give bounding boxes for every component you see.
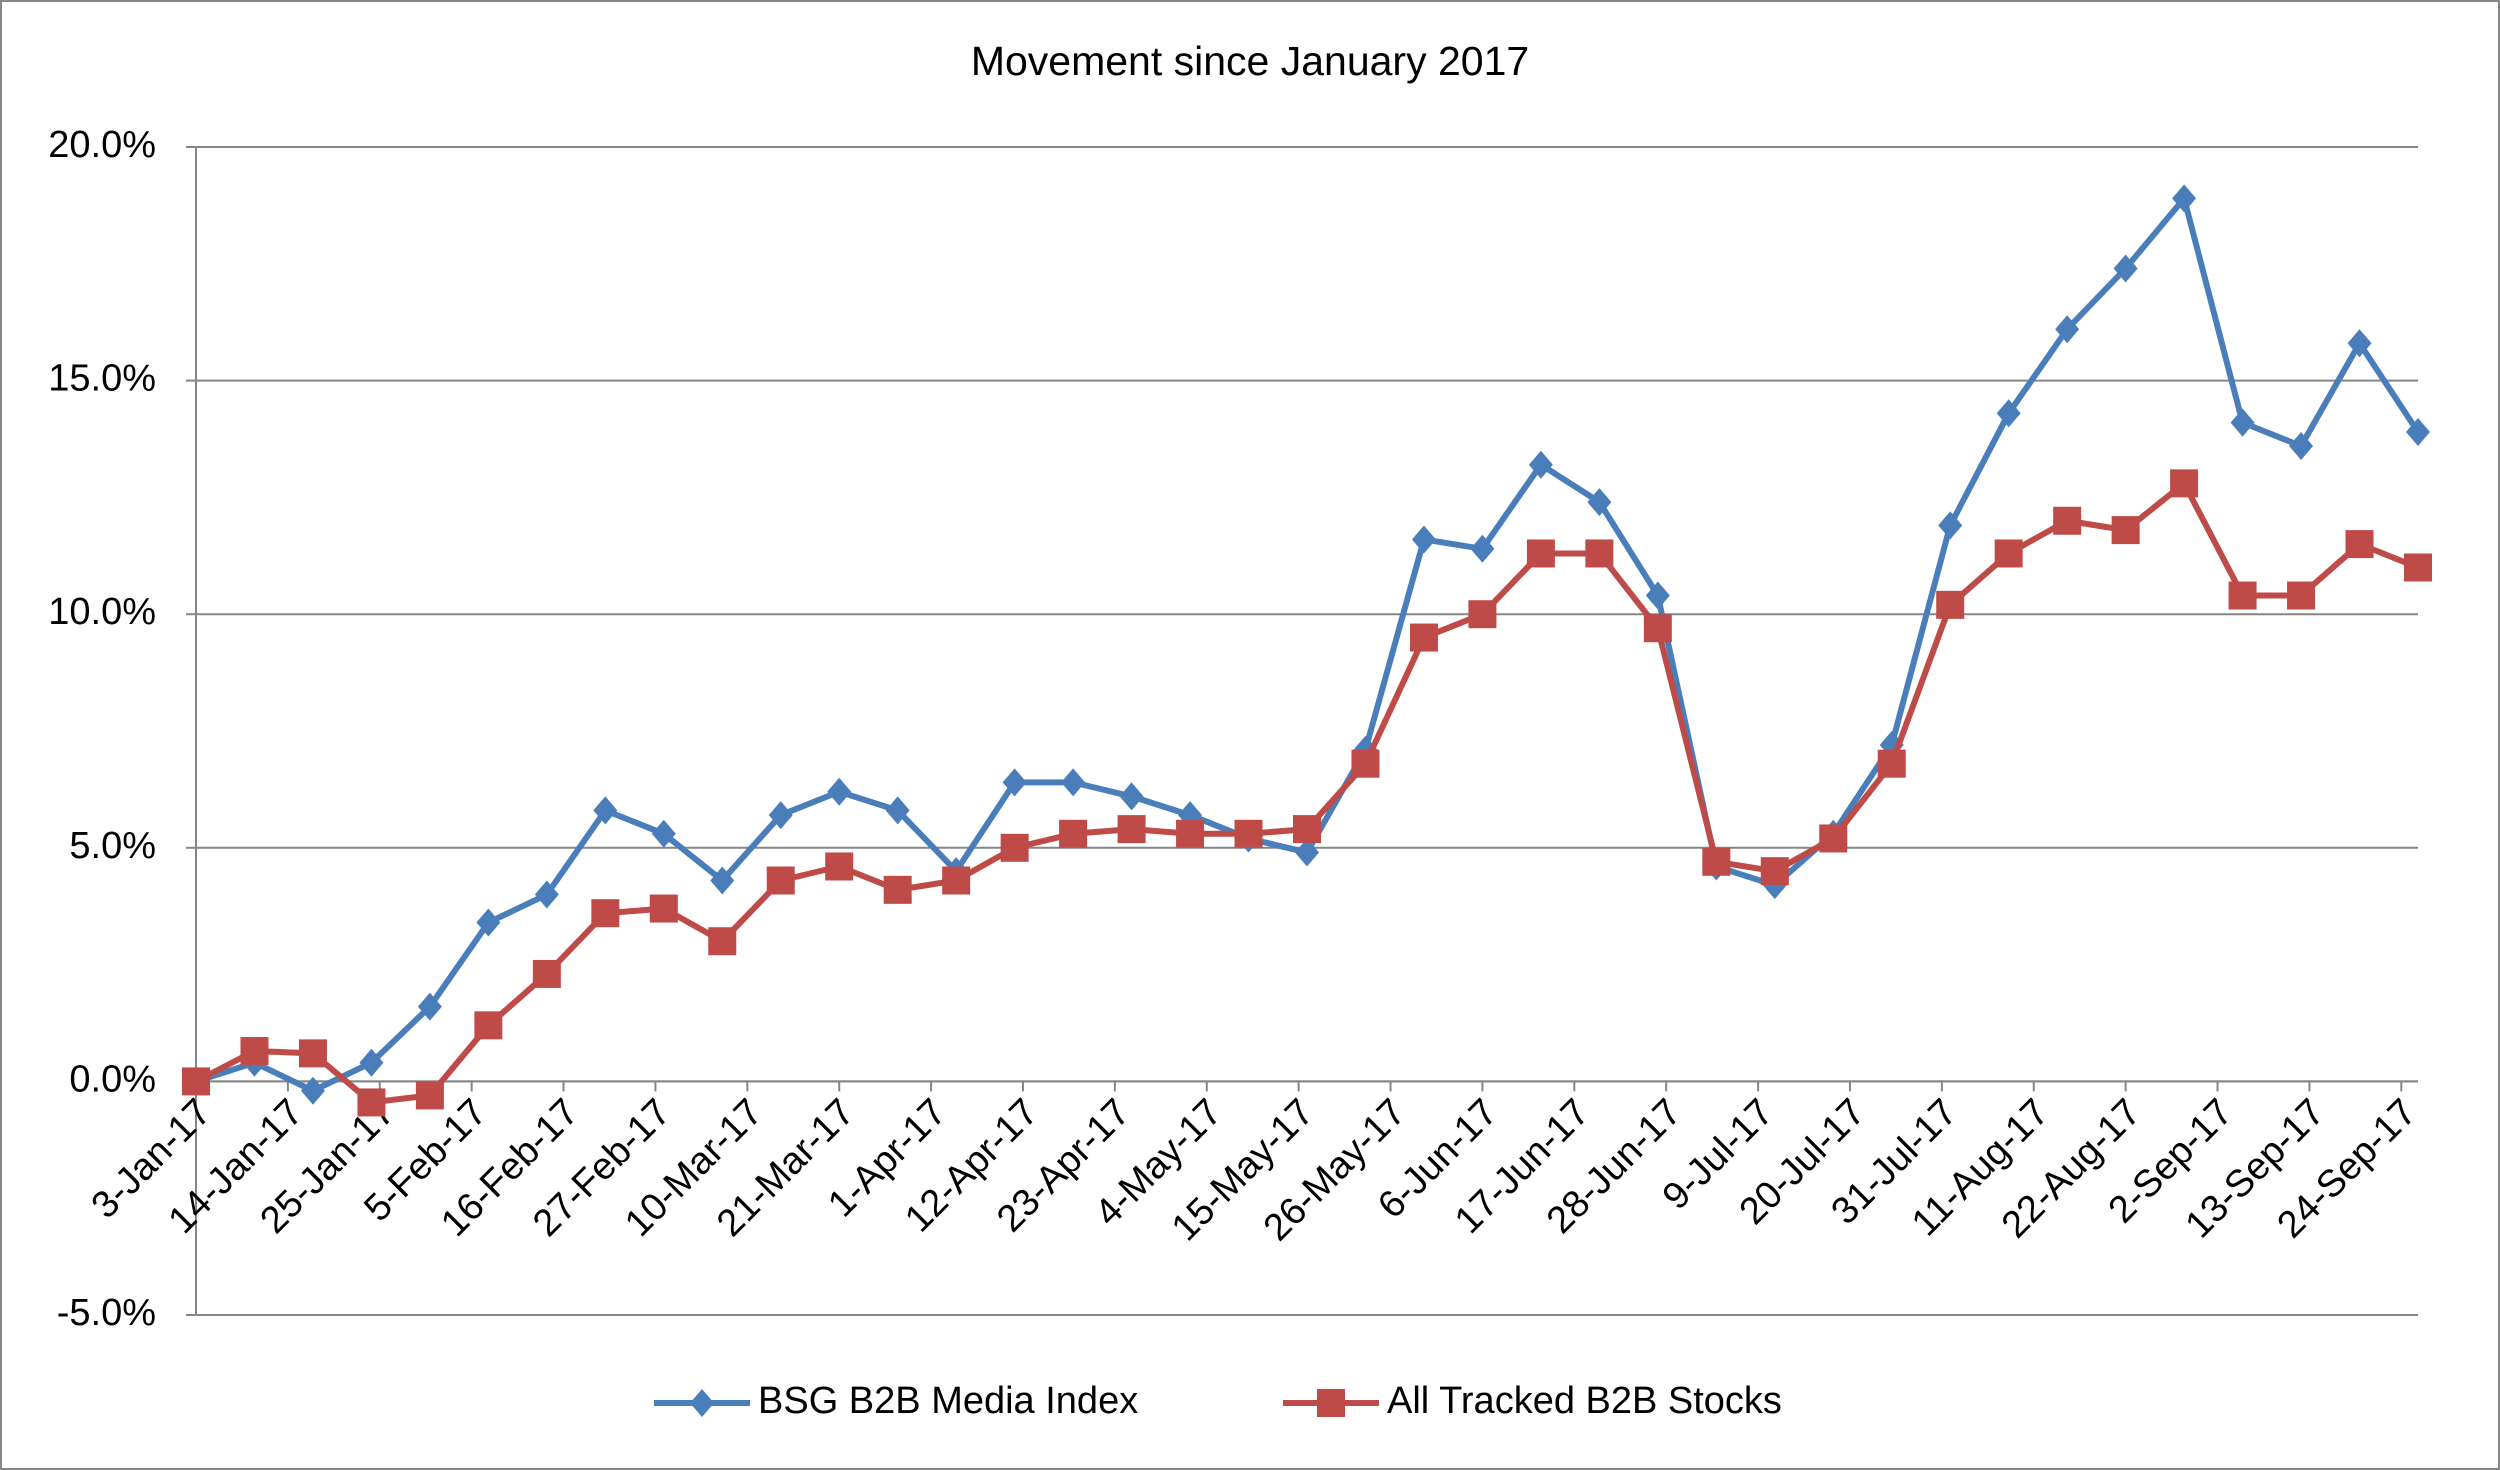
marker: [1528, 450, 1553, 479]
marker: [1295, 838, 1319, 867]
marker: [827, 777, 852, 806]
marker: [359, 1048, 384, 1077]
marker: [1002, 768, 1027, 797]
marker: [2170, 469, 2199, 498]
chart-title: Movement since January 2017: [971, 38, 1529, 84]
legend-label: All Tracked B2B Stocks: [1387, 1380, 1782, 1422]
marker: [1059, 819, 1088, 848]
marker: [2053, 506, 2082, 535]
marker: [768, 801, 793, 830]
marker: [1585, 539, 1614, 568]
marker: [2228, 581, 2257, 610]
marker: [1293, 815, 1321, 844]
y-tick-label: 0.0%: [69, 1058, 156, 1100]
marker: [534, 880, 559, 909]
y-tick-label: 20.0%: [48, 124, 156, 166]
marker: [1411, 525, 1436, 554]
marker: [690, 1389, 714, 1417]
marker: [1470, 534, 1495, 563]
marker: [417, 992, 442, 1021]
marker: [1526, 539, 1555, 568]
marker: [1587, 488, 1612, 517]
marker: [1351, 749, 1380, 778]
marker: [1317, 1389, 1345, 1417]
marker: [1994, 539, 2023, 568]
marker: [1645, 581, 1670, 610]
marker: [2113, 254, 2138, 283]
marker: [1119, 782, 1144, 811]
marker: [2055, 315, 2080, 344]
marker: [883, 875, 912, 904]
marker: [1819, 824, 1848, 853]
marker: [1468, 600, 1497, 629]
marker: [2345, 530, 2374, 559]
marker: [1702, 847, 1731, 876]
marker: [591, 899, 620, 928]
marker: [2172, 184, 2197, 213]
y-tick-label: 15.0%: [48, 358, 156, 400]
marker: [182, 1067, 210, 1096]
marker: [240, 1037, 269, 1066]
marker: [1760, 857, 1789, 886]
marker: [1000, 833, 1029, 862]
marker: [2111, 516, 2140, 545]
y-tick-label: 5.0%: [69, 825, 156, 867]
marker: [710, 866, 735, 895]
marker: [1234, 819, 1263, 848]
marker: [651, 819, 676, 848]
marker: [1061, 768, 1086, 797]
y-tick-label: -5.0%: [57, 1292, 156, 1334]
marker: [1643, 614, 1672, 643]
legend-label: BSG B2B Media Index: [758, 1380, 1138, 1422]
marker: [2404, 553, 2432, 582]
marker: [708, 927, 737, 956]
marker: [300, 1076, 325, 1105]
marker: [1176, 819, 1205, 848]
marker: [2289, 432, 2314, 461]
marker: [1877, 749, 1906, 778]
marker: [476, 908, 501, 937]
marker: [415, 1081, 444, 1110]
marker: [1996, 399, 2021, 428]
marker: [942, 866, 971, 895]
marker: [532, 959, 561, 988]
marker: [1938, 511, 1963, 540]
y-tick-label: 10.0%: [48, 591, 156, 633]
marker: [649, 894, 678, 923]
marker: [2406, 417, 2430, 446]
marker: [298, 1039, 327, 1068]
marker: [2287, 581, 2316, 610]
marker: [825, 852, 854, 881]
marker: [1117, 815, 1146, 844]
marker: [1409, 623, 1438, 652]
marker: [593, 796, 618, 825]
marker: [2230, 408, 2255, 437]
marker: [357, 1088, 386, 1117]
marker: [2347, 329, 2372, 358]
marker: [885, 796, 910, 825]
marker: [474, 1011, 503, 1040]
marker: [1936, 590, 1965, 619]
marker: [766, 866, 795, 895]
